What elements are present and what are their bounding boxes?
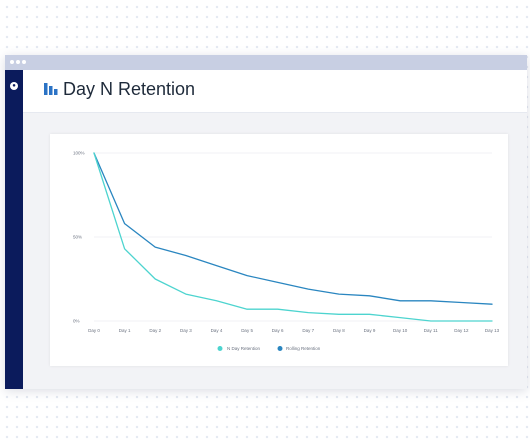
window-dot-minimize[interactable]: [16, 60, 20, 64]
page-title: Day N Retention: [63, 79, 196, 99]
legend-marker: [217, 346, 223, 351]
x-tick-label: Day 11: [424, 328, 438, 333]
app-logo-icon[interactable]: ●: [10, 82, 18, 90]
retention-chart: 100% 50% 0% Day 0 Day 1 Day 2 Day 3 Day 4 Day 5 D…: [73, 151, 500, 351]
x-tick-label: Day 8: [333, 328, 345, 333]
y-tick-label: 100%: [73, 151, 85, 156]
x-tick-label: Day 1: [119, 328, 131, 333]
x-tick-label: Day 5: [241, 328, 253, 333]
series-line-n-day-retention: [93, 152, 493, 322]
window-titlebar: [5, 55, 527, 70]
legend-marker: [277, 346, 283, 351]
x-tick-label: Day 6: [272, 328, 284, 333]
page-header: Day N Retention: [23, 70, 527, 113]
x-tick-label: Day 3: [180, 328, 192, 333]
x-tick-label: Day 13: [485, 328, 500, 333]
window-dot-maximize[interactable]: [22, 60, 26, 64]
y-tick-label: 0%: [73, 319, 80, 324]
window-dot-close[interactable]: [10, 60, 14, 64]
series-line-rolling-retention: [93, 152, 493, 305]
sidebar: ●: [5, 70, 23, 389]
bar-chart-icon: [44, 83, 58, 95]
x-tick-label: Day 12: [454, 328, 469, 333]
x-tick-label: Day 7: [302, 328, 314, 333]
main-content: 100% 50% 0% Day 0 Day 1 Day 2 Day 3 Day 4 Day 5 D…: [23, 113, 527, 389]
x-tick-label: Day 10: [393, 328, 408, 333]
legend-label: Rolling Retention: [286, 346, 321, 351]
legend-label: N Day Retention: [227, 346, 261, 351]
x-tick-label: Day 4: [211, 328, 223, 333]
y-tick-label: 50%: [73, 235, 82, 240]
x-tick-label: Day 9: [364, 328, 376, 333]
retention-chart-card: 100% 50% 0% Day 0 Day 1 Day 2 Day 3 Day 4 Day 5 D…: [50, 134, 508, 366]
x-tick-label: Day 2: [149, 328, 161, 333]
app-window: ● Day N Retention 100% 50% 0% Day 0 Day 1 Day…: [5, 55, 527, 389]
x-tick-label: Day 0: [88, 328, 100, 333]
